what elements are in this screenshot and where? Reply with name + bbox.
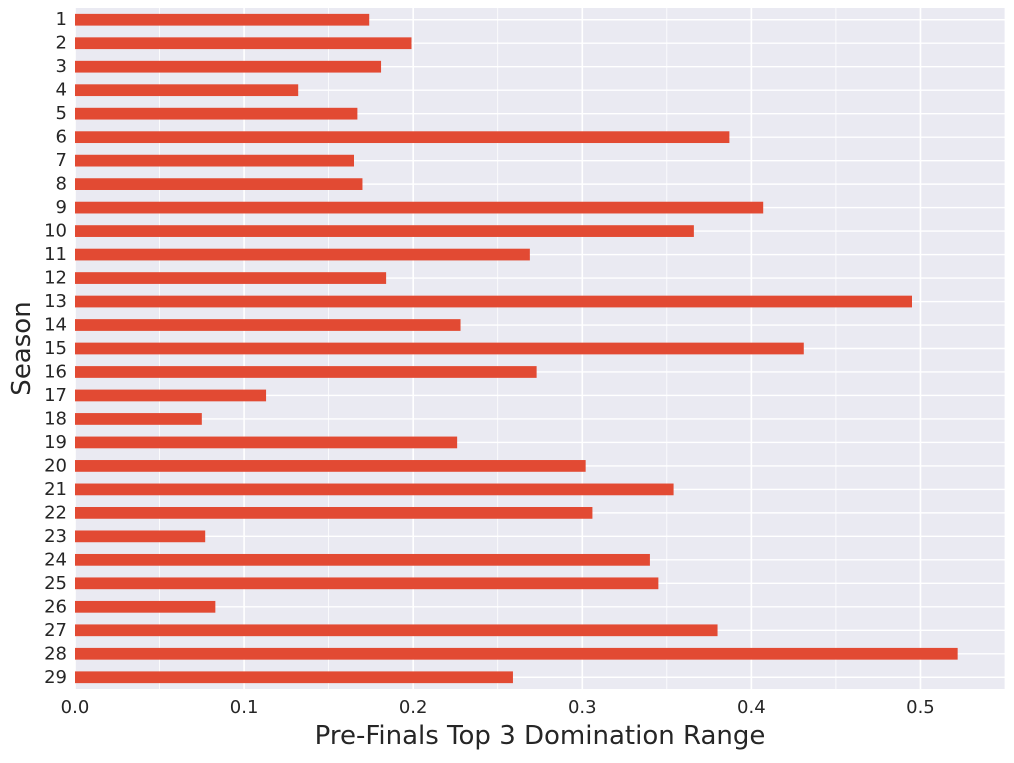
bar-season-26	[75, 600, 216, 613]
y-tick-label: 1	[56, 9, 67, 30]
y-tick-label: 4	[56, 80, 67, 101]
y-tick-label: 28	[44, 643, 67, 664]
bars	[75, 13, 958, 684]
bar-season-25	[75, 577, 659, 590]
bar-season-23	[75, 530, 206, 543]
y-tick-label: 6	[56, 127, 67, 148]
bar-season-14	[75, 319, 461, 331]
bar-season-11	[75, 248, 530, 261]
bar-season-7	[75, 154, 354, 167]
y-tick-label: 3	[56, 56, 67, 77]
x-tick-labels: 0.0 0.1 0.2 0.3 0.4 0.5	[61, 697, 935, 718]
y-tick-label: 12	[44, 268, 67, 289]
bar-season-8	[75, 178, 363, 190]
bar-season-15	[75, 342, 804, 355]
bar-season-13	[75, 295, 912, 308]
y-tick-label: 17	[44, 385, 67, 406]
y-tick-label: 21	[44, 479, 67, 500]
bar-season-27	[75, 624, 718, 637]
y-tick-label: 26	[44, 596, 67, 617]
bar-season-6	[75, 131, 730, 144]
y-tick-label: 8	[56, 174, 67, 195]
bar-season-18	[75, 413, 202, 425]
bar-season-24	[75, 553, 650, 566]
bar-season-5	[75, 107, 358, 120]
x-tick-label: 0.2	[399, 697, 428, 718]
bar-season-9	[75, 201, 764, 214]
x-axis-label: Pre-Finals Top 3 Domination Range	[315, 721, 766, 751]
x-tick-label: 0.0	[61, 697, 90, 718]
y-tick-label: 15	[44, 338, 67, 359]
y-tick-label: 5	[56, 103, 67, 124]
bar-season-3	[75, 60, 382, 73]
bar-season-21	[75, 483, 674, 496]
y-tick-label: 10	[44, 221, 67, 242]
bar-season-12	[75, 272, 387, 284]
y-tick-label: 7	[56, 150, 67, 171]
y-tick-label: 20	[44, 455, 67, 476]
y-tick-label: 29	[44, 667, 67, 688]
y-tick-label: 19	[44, 432, 67, 453]
bar-season-4	[75, 84, 299, 97]
y-tick-label: 25	[44, 573, 67, 594]
y-tick-label: 24	[44, 549, 67, 570]
bar-season-2	[75, 37, 412, 50]
y-tick-label: 18	[44, 408, 67, 429]
y-tick-label: 16	[44, 361, 67, 382]
bar-season-19	[75, 436, 458, 449]
bar-season-28	[75, 647, 958, 660]
x-tick-label: 0.3	[568, 697, 597, 718]
y-tick-label: 23	[44, 526, 67, 547]
y-tick-label: 2	[56, 33, 67, 54]
y-tick-label: 11	[44, 244, 67, 265]
y-tick-labels: 1234567891011121314151617181920212223242…	[44, 9, 67, 688]
bar-season-1	[75, 13, 370, 26]
x-tick-label: 0.4	[737, 697, 766, 718]
bar-season-29	[75, 671, 513, 684]
bar-season-22	[75, 507, 593, 519]
bar-season-16	[75, 366, 537, 378]
y-tick-label: 22	[44, 502, 67, 523]
y-tick-label: 13	[44, 291, 67, 312]
bar-season-17	[75, 389, 267, 402]
y-tick-label: 14	[44, 315, 67, 336]
y-tick-label: 27	[44, 620, 67, 641]
bar-season-10	[75, 225, 694, 237]
x-tick-label: 0.1	[230, 697, 259, 718]
bar-season-20	[75, 460, 586, 472]
y-tick-label: 9	[56, 197, 67, 218]
x-tick-label: 0.5	[906, 697, 935, 718]
y-axis-label: Season	[7, 301, 37, 395]
